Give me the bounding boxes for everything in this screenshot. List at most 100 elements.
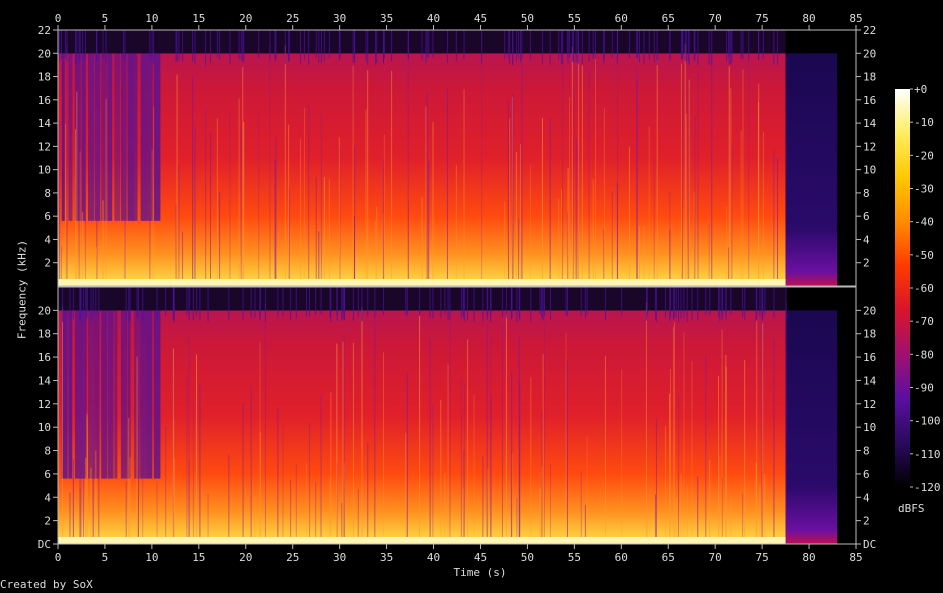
- transient-streak: [447, 364, 449, 544]
- top-spike: [705, 287, 707, 315]
- y-tick-label-right: 10: [863, 164, 876, 177]
- top-spike: [773, 287, 775, 318]
- top-spike: [69, 287, 71, 317]
- x-tick-label-bottom: 60: [615, 551, 628, 564]
- transient-streak: [192, 76, 194, 286]
- transient-streak: [74, 129, 76, 286]
- intro-gap-column: [127, 53, 135, 221]
- y-tick-label-left: 14: [38, 117, 52, 130]
- y-tick-label-right: 22: [863, 24, 876, 37]
- transient-streak: [728, 66, 730, 286]
- top-spike: [92, 287, 94, 318]
- top-spike: [565, 287, 567, 316]
- top-spike: [518, 287, 520, 319]
- transient-streak: [636, 77, 638, 286]
- transient-streak: [655, 418, 657, 544]
- top-spike: [511, 287, 513, 319]
- transient-streak: [258, 109, 260, 287]
- transient-streak: [595, 51, 597, 287]
- top-spike: [182, 30, 184, 62]
- top-spike: [188, 287, 190, 315]
- transient-streak: [507, 99, 509, 286]
- intro-gap-column: [140, 310, 148, 479]
- transient-streak: [561, 189, 563, 286]
- y-tick-label-left: 10: [38, 164, 51, 177]
- top-spike: [79, 30, 81, 60]
- transient-streak: [341, 502, 343, 544]
- top-spike: [210, 30, 212, 63]
- transient-streak: [611, 191, 613, 286]
- transient-streak: [511, 453, 513, 544]
- top-spike: [653, 30, 655, 63]
- transient-streak: [487, 469, 489, 544]
- y-tick-label-left: 10: [38, 421, 51, 434]
- low-frequency-band: [58, 536, 786, 544]
- top-spike: [697, 287, 699, 321]
- intro-gap-column: [107, 310, 114, 479]
- y-tick-label-left: 18: [38, 328, 51, 341]
- top-spike: [156, 287, 158, 317]
- y-tick-label-right: 2: [863, 515, 870, 528]
- transient-streak: [486, 323, 488, 544]
- transient-streak: [628, 146, 630, 286]
- top-spike: [501, 287, 503, 318]
- transient-streak: [61, 306, 63, 544]
- transient-streak: [196, 354, 198, 544]
- top-spike: [512, 30, 514, 65]
- top-spike: [467, 287, 469, 321]
- top-spike: [288, 30, 290, 61]
- transient-streak: [188, 460, 190, 544]
- transient-streak: [586, 435, 588, 544]
- top-spike: [61, 30, 63, 60]
- transient-streak: [460, 378, 462, 544]
- transient-streak: [343, 463, 345, 544]
- top-spike: [595, 30, 597, 60]
- transient-streak: [562, 63, 564, 287]
- transient-streak: [391, 70, 393, 287]
- top-spike: [354, 30, 356, 64]
- top-spike: [588, 30, 590, 62]
- top-spike: [336, 287, 338, 315]
- transient-streak: [343, 334, 345, 544]
- y-tick-label-right: 10: [863, 421, 876, 434]
- y-tick-label-left: 16: [38, 351, 51, 364]
- channel-2-panel: DC DC 2 2 4 4 6 6 8 8 10 10 12 12 14 14 16 16 18 18 20 20: [38, 286, 877, 551]
- transient-streak: [708, 223, 710, 286]
- top-spike: [684, 30, 686, 61]
- y-tick-label-left: 4: [44, 491, 51, 504]
- top-spike: [137, 287, 139, 318]
- top-spike: [586, 287, 588, 315]
- top-spike: [665, 287, 667, 318]
- top-spike: [584, 287, 586, 319]
- x-tick-label-top: 65: [662, 12, 675, 25]
- top-spike: [447, 287, 449, 320]
- top-spike: [486, 287, 488, 320]
- transient-streak: [558, 198, 560, 286]
- transient-streak: [446, 88, 448, 286]
- top-spike: [673, 287, 675, 318]
- y-tick-label-right: 14: [863, 374, 877, 387]
- intro-gap-column: [101, 53, 108, 221]
- x-tick-label-bottom: 50: [521, 551, 534, 564]
- top-spike: [295, 287, 297, 319]
- low-frequency-band: [58, 279, 786, 286]
- top-spike: [199, 287, 201, 320]
- x-tick-label-top: 20: [239, 12, 252, 25]
- transient-streak: [254, 496, 256, 544]
- top-spike: [740, 30, 742, 60]
- transient-streak: [542, 353, 544, 544]
- x-tick-label-bottom: 5: [102, 551, 109, 564]
- top-spike: [507, 30, 509, 59]
- transient-streak: [648, 126, 650, 287]
- transient-streak: [72, 459, 74, 544]
- top-spike: [785, 287, 787, 319]
- top-spike: [79, 287, 81, 322]
- transient-streak: [105, 98, 107, 287]
- panel-frame: [57, 29, 857, 287]
- transient-streak: [680, 474, 682, 544]
- y-tick-label-right: 4: [863, 233, 870, 246]
- top-spike: [374, 287, 376, 319]
- top-spike: [85, 287, 87, 322]
- intro-gap-column: [153, 310, 161, 479]
- top-spike: [129, 287, 131, 322]
